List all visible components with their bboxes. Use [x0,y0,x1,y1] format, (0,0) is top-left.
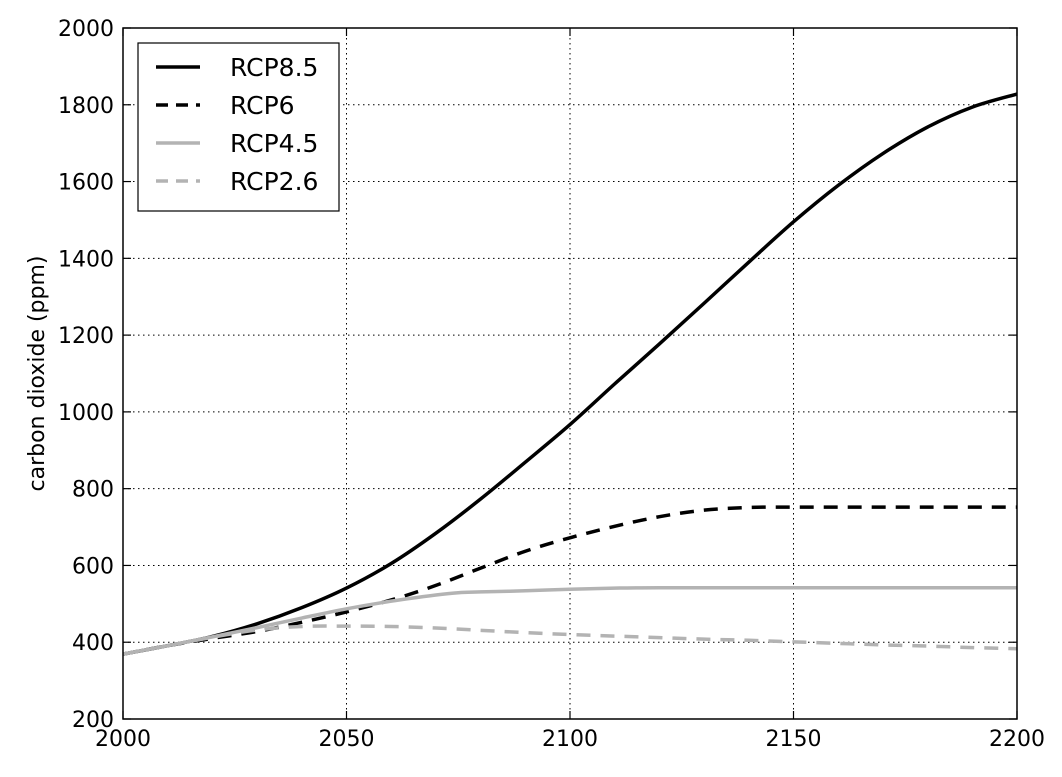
x-tick-label: 2150 [766,727,822,752]
y-tick-label: 400 [72,631,114,656]
x-tick-label: 2200 [989,727,1045,752]
y-tick-label: 2000 [58,17,114,42]
y-tick-label: 1800 [58,94,114,119]
y-tick-label: 1000 [58,401,114,426]
series-lines [122,92,1018,656]
axis-ticks: 2000 2050 2100 2150 2200 200 400 600 800 1000 1200… [58,17,1045,752]
series-line-rcp6 [122,505,1017,656]
x-tick-label: 2050 [319,727,375,752]
series-line-rcp2-6 [122,624,1018,656]
x-tick-label: 2000 [95,727,151,752]
legend-label-rcp2-6: RCP2.6 [230,167,318,196]
legend: RCP8.5 RCP6 RCP4.5 RCP2.6 [137,42,340,212]
legend-box [137,42,340,212]
y-tick-label: 800 [72,478,114,503]
legend-label-rcp8-5: RCP8.5 [230,53,318,82]
series-line-rcp8-5 [122,92,1018,656]
legend-label-rcp4-5: RCP4.5 [230,129,318,158]
y-tick-label: 1200 [58,324,114,349]
y-axis-title: carbon dioxide (ppm) [25,256,50,492]
y-tick-label: 200 [72,708,114,733]
y-tick-label: 1400 [58,247,114,272]
legend-label-rcp6: RCP6 [230,91,295,120]
grid-lines [123,28,1017,719]
y-tick-label: 600 [72,554,114,579]
x-tick-label: 2100 [542,727,598,752]
y-tick-label: 1600 [58,171,114,196]
